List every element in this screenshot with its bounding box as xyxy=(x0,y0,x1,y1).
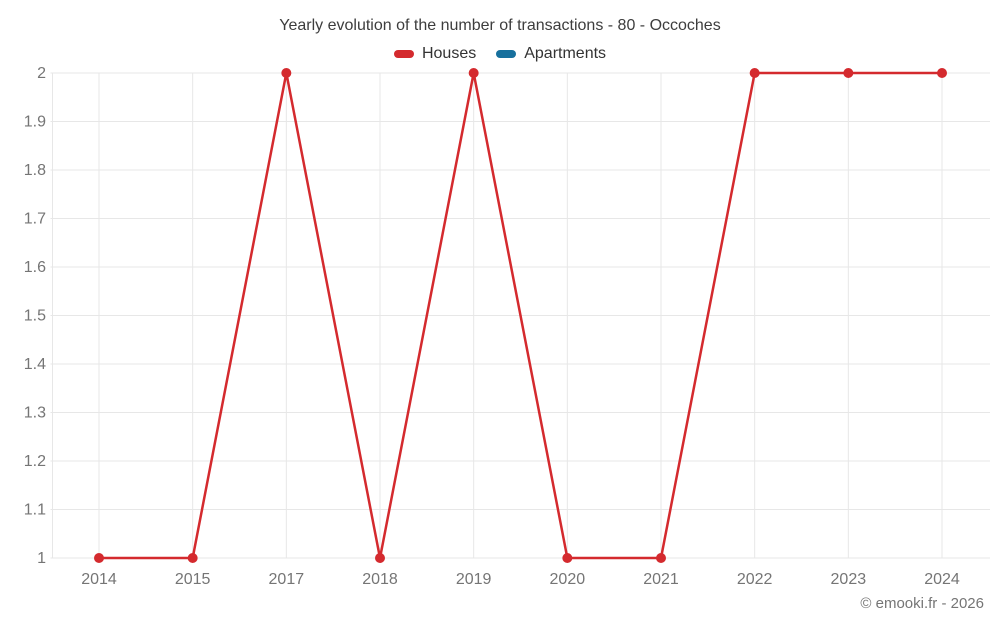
y-tick-label: 1.8 xyxy=(24,162,46,179)
legend-label-apartments: Apartments xyxy=(524,45,607,62)
y-tick-label: 1.5 xyxy=(24,308,46,325)
y-tick-label: 1.1 xyxy=(24,502,46,519)
data-point-houses[interactable] xyxy=(375,553,385,563)
data-point-houses[interactable] xyxy=(656,553,666,563)
data-point-houses[interactable] xyxy=(94,553,104,563)
y-tick-label: 1.4 xyxy=(24,356,46,373)
apartments-series-swatch xyxy=(496,50,517,58)
data-point-houses[interactable] xyxy=(937,68,947,78)
y-tick-label: 2 xyxy=(37,65,46,82)
x-tick-label: 2020 xyxy=(550,571,586,588)
legend-item-apartments[interactable]: Apartments xyxy=(496,45,606,63)
x-tick-label: 2014 xyxy=(81,571,117,588)
x-tick-label: 2022 xyxy=(737,571,773,588)
y-tick-label: 1.7 xyxy=(24,211,46,228)
x-tick-label: 2018 xyxy=(362,571,398,588)
houses-series-swatch xyxy=(393,50,414,58)
data-point-houses[interactable] xyxy=(187,553,198,563)
legend: Houses Apartments xyxy=(0,45,1000,63)
series-line-houses xyxy=(99,71,942,560)
x-tick-label: 2015 xyxy=(175,571,211,588)
data-point-houses[interactable] xyxy=(468,68,479,78)
chart-title: Yearly evolution of the number of transa… xyxy=(279,17,721,34)
data-point-houses[interactable] xyxy=(843,68,854,78)
x-tick-label: 2019 xyxy=(456,571,492,588)
y-tick-label: 1.2 xyxy=(24,453,46,470)
x-tick-label: 2017 xyxy=(269,571,305,588)
data-point-houses[interactable] xyxy=(562,553,573,563)
x-tick-label: 2021 xyxy=(643,571,679,588)
data-point-houses[interactable] xyxy=(749,68,760,78)
y-tick-label: 1 xyxy=(37,550,46,567)
y-tick-label: 1.3 xyxy=(24,405,46,422)
x-tick-label: 2024 xyxy=(924,571,960,588)
x-tick-label: 2023 xyxy=(831,571,867,588)
legend-label-houses: Houses xyxy=(421,45,477,62)
y-tick-label: 1.9 xyxy=(24,114,46,131)
data-point-houses[interactable] xyxy=(281,68,292,78)
legend-item-houses[interactable]: Houses xyxy=(393,45,477,63)
y-tick-label: 1.6 xyxy=(24,259,46,276)
copyright-footer: © emooki.fr - 2026 xyxy=(860,595,984,612)
